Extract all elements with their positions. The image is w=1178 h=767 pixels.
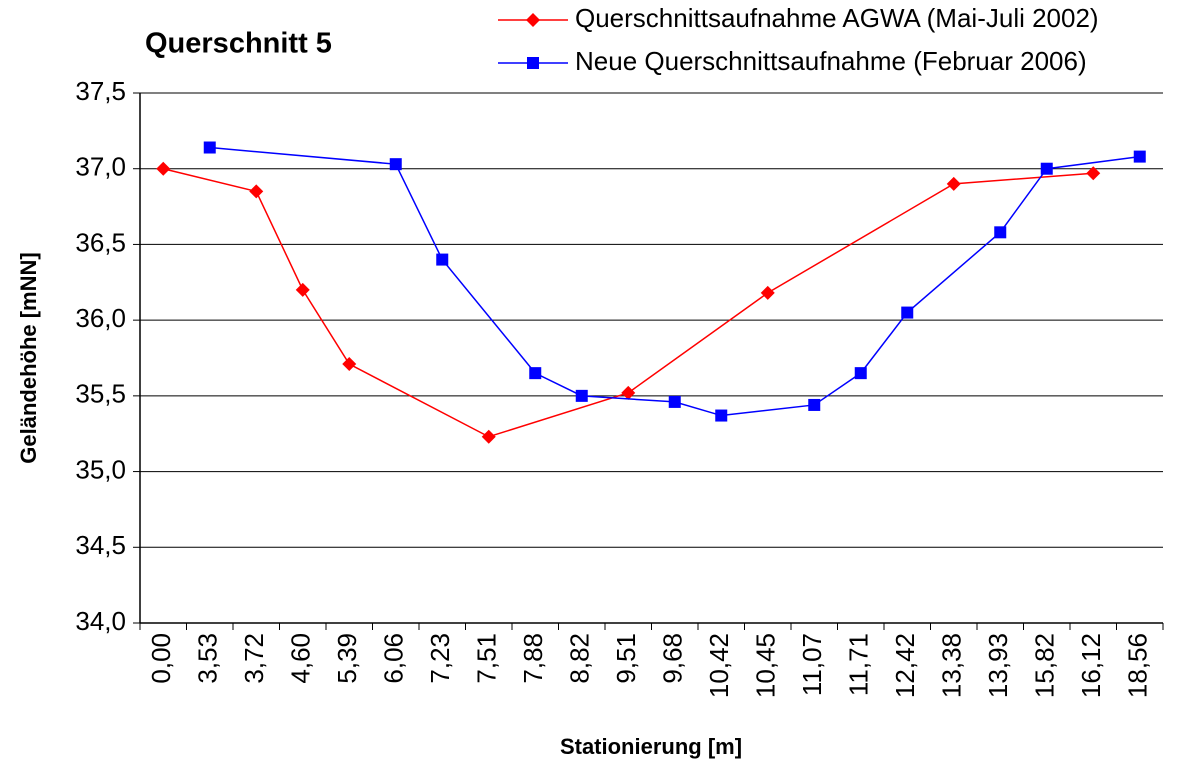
data-point — [1133, 150, 1146, 163]
data-point — [1040, 162, 1053, 175]
legend-marker — [526, 13, 540, 27]
x-tick-label: 12,42 — [890, 633, 920, 698]
x-tick-label: 3,72 — [239, 633, 269, 684]
x-tick-label: 8,82 — [565, 633, 595, 684]
x-tick-label: 10,42 — [704, 633, 734, 698]
data-point — [203, 141, 216, 154]
x-tick-label: 7,88 — [518, 633, 548, 684]
data-point — [668, 395, 681, 408]
y-tick-label: 37,5 — [75, 76, 126, 106]
x-tick-label: 16,12 — [1076, 633, 1106, 698]
x-tick-label: 9,51 — [611, 633, 641, 684]
data-point — [1086, 166, 1101, 181]
y-tick-label: 36,5 — [75, 227, 126, 257]
data-point — [389, 158, 402, 171]
data-point — [760, 285, 775, 300]
data-point — [575, 389, 588, 402]
x-tick-label: 13,38 — [937, 633, 967, 698]
chart-title: Querschnitt 5 — [145, 28, 332, 60]
legend-marker — [527, 57, 539, 69]
y-tick-label: 34,5 — [75, 530, 126, 560]
x-tick-label: 0,00 — [146, 633, 176, 684]
x-tick-label: 5,39 — [332, 633, 362, 684]
y-tick-label: 35,0 — [75, 454, 126, 484]
x-tick-label: 13,93 — [983, 633, 1013, 698]
series-line — [209, 146, 1140, 417]
y-tick-label: 34,0 — [75, 606, 126, 636]
x-tick-label: 3,53 — [193, 633, 223, 684]
y-axis-label: Geländehöhe [mNN] — [16, 252, 41, 463]
data-point — [994, 226, 1007, 239]
data-point — [249, 184, 264, 199]
legend-label: Neue Querschnittsaufnahme (Februar 2006) — [575, 46, 1087, 76]
x-axis-label: Stationierung [m] — [560, 734, 742, 759]
x-tick-label: 7,51 — [472, 633, 502, 684]
x-tick-label: 9,68 — [658, 633, 688, 684]
data-point — [901, 306, 914, 319]
data-point — [621, 385, 636, 400]
x-tick-label: 11,71 — [844, 633, 874, 696]
data-point — [481, 429, 496, 444]
x-tick-label: 7,23 — [425, 633, 455, 684]
data-point — [854, 367, 867, 380]
x-tick-label: 10,45 — [751, 633, 781, 698]
x-tick-label: 18,56 — [1123, 633, 1153, 698]
y-tick-label: 37,0 — [75, 152, 126, 182]
data-point — [946, 176, 961, 191]
data-point — [342, 357, 357, 372]
legend-label: Querschnittsaufnahme AGWA (Mai-Juli 2002… — [575, 3, 1099, 33]
x-tick-label: 15,82 — [1030, 633, 1060, 698]
x-tick-label: 4,60 — [286, 633, 316, 684]
x-tick-label: 6,06 — [379, 633, 409, 684]
x-tick-label: 11,07 — [797, 633, 827, 696]
data-point — [715, 409, 728, 422]
data-point — [808, 398, 821, 411]
data-point — [295, 282, 310, 297]
data-point — [156, 161, 171, 176]
data-point — [529, 367, 542, 380]
data-point — [436, 253, 449, 266]
y-tick-label: 35,5 — [75, 379, 126, 409]
y-tick-label: 36,0 — [75, 303, 126, 333]
